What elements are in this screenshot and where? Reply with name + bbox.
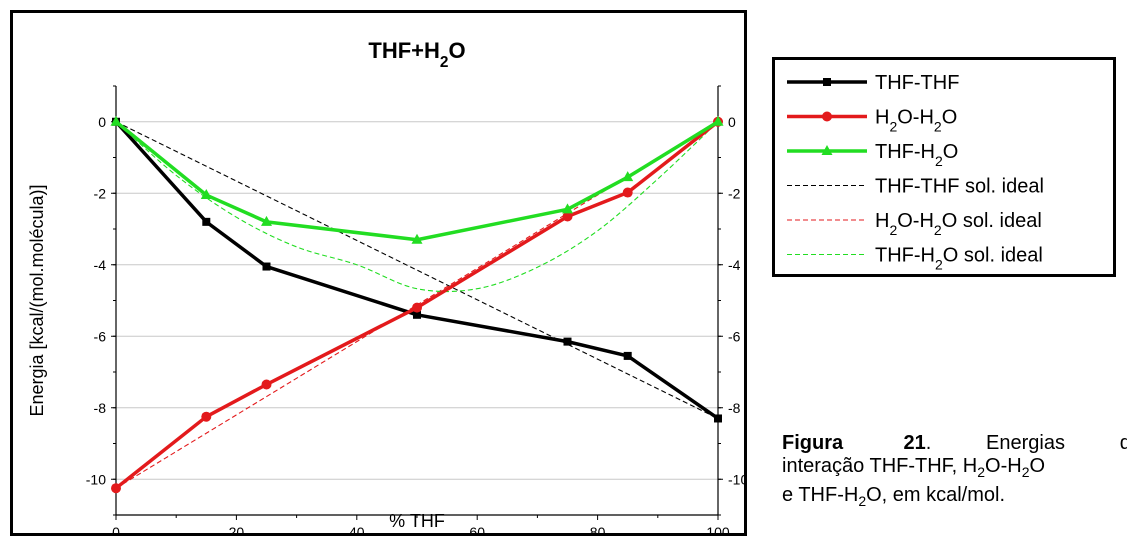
data-point <box>110 115 122 126</box>
x-tick-label: 0 <box>112 524 120 533</box>
figure-caption: Figura 21. Energias de interação THF-THF… <box>782 432 1127 532</box>
y-tick-label-right: -8 <box>728 400 741 416</box>
series-4 <box>115 121 719 419</box>
data-point <box>201 411 212 422</box>
y-tick-label-left: -6 <box>94 328 107 344</box>
x-tick-label: 40 <box>349 524 365 533</box>
data-point <box>562 211 573 222</box>
data-point <box>261 379 272 390</box>
data-point <box>261 215 272 226</box>
caption-line-2: interação THF-THF, H2O-H2O <box>782 455 1127 484</box>
y-axis-label: Energia [kcal/(mol.molécula)] <box>27 184 47 416</box>
legend: THF-THF H2O-H2O THF-H2O THF-THF sol. ideal H… <box>772 57 1116 277</box>
plot-frame: THF+H2O 0 0 -2 -2 -4 -4 -6 -6 -8 -8 -10 -10 0 20 40 60 80… <box>10 10 747 536</box>
data-point <box>262 262 271 271</box>
legend-label-1: THF-THF <box>875 72 959 94</box>
data-point <box>623 351 632 360</box>
x-tick-label: 100 <box>706 524 730 533</box>
y-tick-label-right: 0 <box>728 114 736 130</box>
series-line <box>115 121 719 293</box>
x-tick-label: 60 <box>469 524 485 533</box>
caption-word: Energias <box>986 432 1065 454</box>
chart-title: THF+H2O <box>368 38 465 71</box>
legend-svg: THF-THF H2O-H2O THF-H2O THF-THF sol. ideal H… <box>787 72 1044 273</box>
y-tick-label-left: -8 <box>94 400 107 416</box>
data-point <box>562 203 573 214</box>
data-point <box>712 115 724 126</box>
series-1 <box>112 117 722 423</box>
data-point <box>413 310 421 319</box>
y-tick-label-right: -4 <box>728 257 741 273</box>
legend-marker-2 <box>822 111 832 122</box>
data-point <box>200 189 212 200</box>
x-axis-label: % THF <box>389 511 445 531</box>
legend-label-3: THF-H2O <box>875 141 958 169</box>
data-point <box>622 171 634 182</box>
x-tick-label: 20 <box>229 524 245 533</box>
data-point <box>563 337 572 346</box>
y-tick-label-right: -6 <box>728 328 741 344</box>
data-point <box>411 233 423 244</box>
legend-marker-1 <box>823 78 831 86</box>
y-tick-label-left: -4 <box>94 257 107 273</box>
series-3 <box>110 115 724 244</box>
caption-line-1: Figura 21. Energias de <box>782 432 1127 455</box>
legend-label-5: H2O-H2O sol. ideal <box>875 210 1042 238</box>
data-point <box>412 302 422 313</box>
caption-label: Figura <box>782 432 844 454</box>
legend-marker-3 <box>821 145 833 155</box>
y-tick-label-left: -2 <box>94 185 107 201</box>
y-tick-label-left: -10 <box>86 471 106 487</box>
caption-word-end: de <box>1119 432 1127 454</box>
x-tick-label: 80 <box>590 524 606 533</box>
caption-text-2: interação THF-THF, H2O-H2O <box>782 455 1046 480</box>
caption-line-3: e THF-H2O, em kcal/mol. <box>782 484 1127 513</box>
legend-label-6: THF-H2O sol. ideal <box>875 245 1043 273</box>
data-point <box>714 414 722 423</box>
caption-number: 21 <box>903 432 926 454</box>
y-tick-label-left: 0 <box>98 114 106 130</box>
series-line <box>115 121 719 419</box>
caption-text-3: e THF-H2O, em kcal/mol. <box>782 484 1006 509</box>
legend-label-4: THF-THF sol. ideal <box>875 176 1044 198</box>
series-6 <box>115 121 719 293</box>
y-tick-label-right: -10 <box>728 471 744 487</box>
y-tick-label-right: -2 <box>728 185 741 201</box>
data-point <box>622 187 633 198</box>
data-point <box>111 483 121 494</box>
data-point <box>202 217 211 226</box>
line-chart: THF+H2O 0 0 -2 -2 -4 -4 -6 -6 -8 -8 -10 -10 0 20 40 60 80… <box>27 38 744 533</box>
legend-label-2: H2O-H2O <box>875 107 957 135</box>
